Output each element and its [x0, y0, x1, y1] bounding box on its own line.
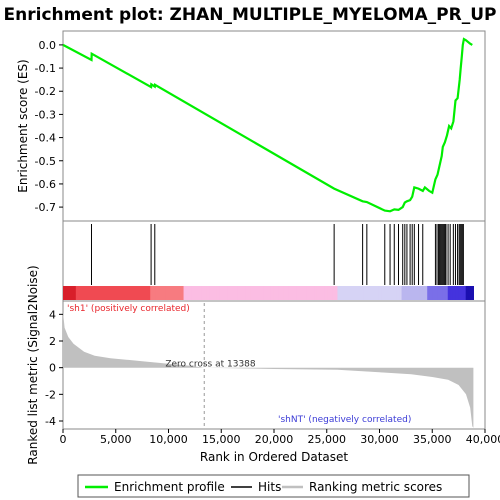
chart-title: Enrichment plot: ZHAN_MULTIPLE_MYELOMA_P…: [4, 5, 497, 25]
x-tick-label: 10,000: [149, 433, 188, 446]
es-y-tick-label: -0.3: [35, 108, 56, 121]
es-panel-frame: [63, 31, 485, 221]
metric-y-tick-label: 0: [49, 362, 56, 375]
positive-correlation-label: 'sh1' (positively correlated): [67, 304, 190, 314]
x-tick-label: 0: [60, 433, 67, 446]
metric-y-tick-label: -4: [45, 415, 56, 428]
legend: Enrichment profile Hits Ranking metric s…: [78, 475, 469, 497]
x-tick-label: 40,000: [466, 433, 500, 446]
metric-y-tick-label: -2: [45, 388, 56, 401]
es-y-tick-label: -0.5: [35, 155, 56, 168]
x-axis-label: Rank in Ordered Dataset: [200, 450, 348, 464]
zero-cross-label: Zero cross at 13388: [165, 360, 256, 370]
x-tick-label: 15,000: [202, 433, 241, 446]
x-tick-label: 35,000: [413, 433, 452, 446]
legend-ranking-metric-label: Ranking metric scores: [309, 480, 442, 494]
es-y-axis-label: Enrichment score (ES): [16, 59, 30, 192]
metric-y-tick-label: 4: [49, 308, 56, 321]
x-tick-label: 5,000: [100, 433, 132, 446]
hits-panel: [63, 221, 485, 301]
metric-y-axis-label: Ranked list metric (Signal2Noise): [26, 265, 40, 464]
x-tick-label: 30,000: [360, 433, 399, 446]
es-y-tick-label: -0.7: [35, 201, 56, 214]
x-axis: 0 5,000 10,000 15,000 20,000 25,000 30,000 35,0…: [60, 429, 500, 446]
es-panel: 0.0 -0.1 -0.2 -0.3 -0.4 -0.5 -0.6 -0.7 Enrichme…: [16, 31, 485, 221]
legend-enrichment-profile-label: Enrichment profile: [114, 480, 225, 494]
x-tick-label: 25,000: [308, 433, 347, 446]
es-y-tick-label: -0.6: [35, 178, 56, 191]
rank-color-segment: [471, 286, 474, 300]
es-y-tick-label: -0.4: [35, 132, 56, 145]
legend-hits-label: Hits: [258, 480, 281, 494]
x-tick-label: 20,000: [255, 433, 294, 446]
metric-y-tick-label: 2: [49, 335, 56, 348]
es-y-tick-label: -0.1: [35, 62, 56, 75]
es-y-tick-label: 0.0: [39, 39, 57, 52]
negative-correlation-label: 'shNT' (negatively correlated): [278, 415, 411, 425]
es-y-tick-label: -0.2: [35, 85, 56, 98]
